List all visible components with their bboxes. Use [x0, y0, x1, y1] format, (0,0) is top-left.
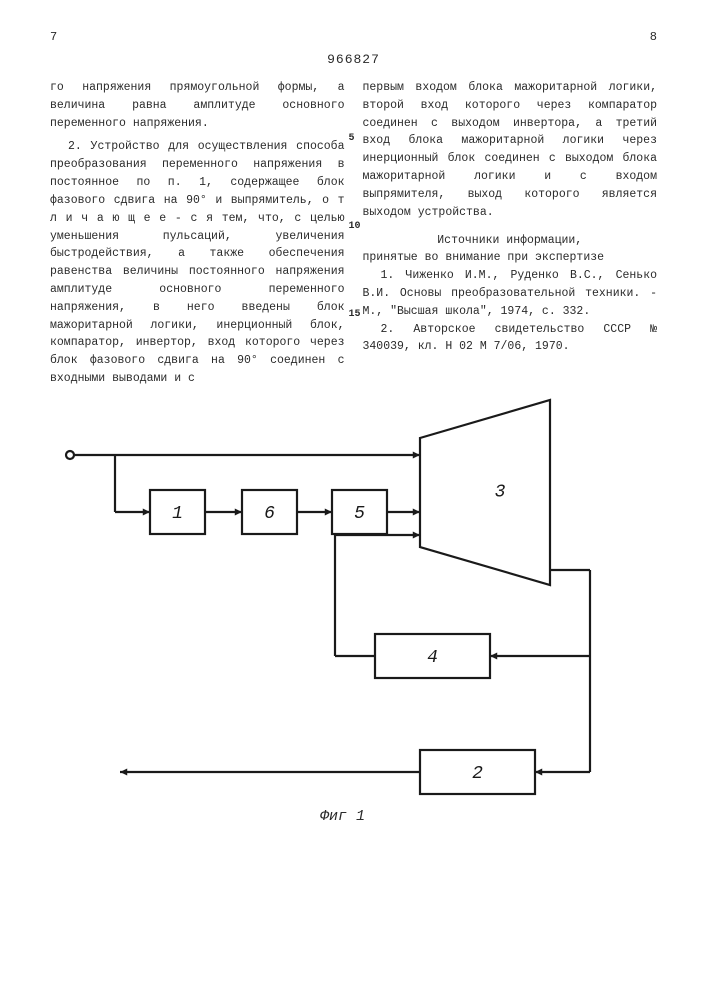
line-num-5: 5: [349, 131, 355, 147]
svg-text:5: 5: [354, 504, 365, 524]
left-p1: го напряжения прямоугольной формы, а вел…: [50, 79, 345, 132]
svg-text:3: 3: [495, 483, 506, 503]
svg-text:4: 4: [427, 648, 438, 668]
diagram-svg: 1 6 5 4 2 3: [0, 360, 707, 860]
right-column: 5 10 15 первым входом блока мажоритарной…: [363, 79, 658, 388]
text-columns: го напряжения прямоугольной формы, а вел…: [50, 79, 657, 388]
ref-2: 2. Авторское свидетельство СССР № 340039…: [363, 321, 658, 357]
svg-text:1: 1: [172, 504, 183, 524]
col-num-right: 8: [650, 30, 657, 44]
left-p2: 2. Устройство для осуществления способа …: [50, 138, 345, 387]
refs-head-1: Источники информации,: [363, 232, 658, 250]
refs-head-2: принятые во внимание при экспертизе: [363, 249, 658, 267]
ref-1: 1. Чиженко И.М., Руденко В.С., Сенько В.…: [363, 267, 658, 320]
figure-1-diagram: 1 6 5 4 2 3 Фиг 1: [0, 360, 707, 1000]
figure-label: Фиг 1: [320, 808, 365, 825]
line-num-10: 10: [349, 219, 361, 235]
col-num-left: 7: [50, 30, 57, 44]
line-num-15: 15: [349, 307, 361, 323]
left-column: го напряжения прямоугольной формы, а вел…: [50, 79, 345, 388]
right-p1: первым входом блока мажоритарной логики,…: [363, 79, 658, 222]
svg-text:6: 6: [264, 504, 275, 524]
document-number: 966827: [50, 52, 657, 67]
svg-text:2: 2: [472, 764, 483, 784]
